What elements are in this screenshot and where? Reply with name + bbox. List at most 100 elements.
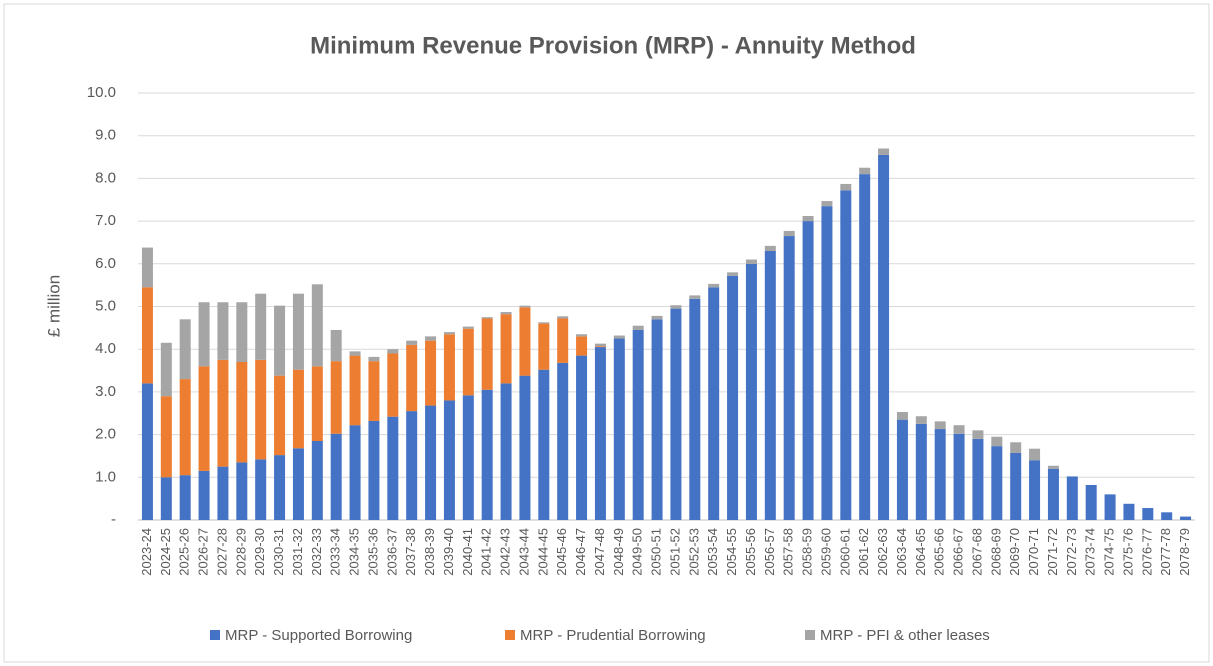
x-tick-label: 2071-72: [1045, 528, 1060, 576]
bar-segment: [878, 154, 890, 521]
bar-segment: [236, 462, 248, 520]
bar-segment: [840, 183, 852, 191]
bar-segment: [764, 245, 776, 251]
x-tick-label: 2066-67: [951, 528, 966, 576]
bar-segment: [896, 419, 908, 520]
x-tick-label: 2040-41: [460, 528, 475, 576]
bar-segment: [274, 375, 286, 456]
bar-segment: [1010, 452, 1022, 520]
bar-segment: [462, 395, 474, 520]
x-tick-label: 2067-68: [969, 528, 984, 576]
bar-segment: [198, 366, 210, 471]
x-tick-label: 2028-29: [233, 528, 248, 576]
x-tick-label: 2072-73: [1064, 528, 1079, 576]
x-tick-label: 2038-39: [422, 528, 437, 576]
bar-segment: [255, 293, 267, 360]
y-tick-label: 1.0: [95, 468, 116, 485]
bar-segment: [368, 356, 380, 362]
y-tick-label: -: [111, 511, 116, 528]
bar-segment: [387, 416, 399, 520]
x-tick-label: 2044-45: [535, 528, 550, 576]
bar-segment: [708, 283, 720, 288]
bar-segment: [274, 305, 286, 376]
bar-segment: [255, 459, 267, 520]
bar-segment: [519, 305, 531, 308]
bar-segment: [179, 475, 191, 520]
bar-segment: [953, 425, 965, 434]
x-tick-label: 2063-64: [894, 528, 909, 576]
y-axis-label: £ million: [44, 275, 63, 337]
legend-swatch: [210, 630, 220, 640]
bar-segment: [425, 336, 437, 341]
bar-segment: [519, 375, 531, 520]
bar-segment: [462, 328, 474, 396]
bar-segment: [141, 287, 153, 384]
x-tick-label: 2034-35: [347, 528, 362, 576]
bar-segment: [915, 416, 927, 424]
bar-segment: [255, 359, 267, 460]
bar-segment: [783, 230, 795, 237]
x-tick-label: 2027-28: [214, 528, 229, 576]
bar-segment: [1047, 465, 1059, 469]
bar-segment: [387, 353, 399, 417]
bar-segment: [368, 420, 380, 520]
bar-segment: [425, 340, 437, 406]
bar-segment: [217, 359, 229, 467]
bar-segment: [783, 236, 795, 521]
x-tick-label: 2036-37: [384, 528, 399, 576]
y-tick-label: 3.0: [95, 383, 116, 400]
x-tick-label: 2045-46: [554, 528, 569, 576]
bar-segment: [764, 250, 776, 521]
bar-segment: [934, 429, 946, 520]
x-tick-label: 2053-54: [705, 528, 720, 576]
bar-segment: [1085, 484, 1097, 520]
bar-segment: [292, 293, 304, 370]
bar-segment: [160, 477, 172, 520]
bar-segment: [934, 421, 946, 430]
x-tick-label: 2062-63: [875, 528, 890, 576]
x-tick-label: 2058-59: [800, 528, 815, 576]
bar-segment: [689, 298, 701, 520]
bar-segment: [217, 302, 229, 360]
bar-segment: [519, 307, 531, 376]
x-tick-label: 2026-27: [196, 528, 211, 576]
bar-segment: [481, 389, 493, 520]
bar-segment: [443, 332, 455, 335]
bar-segment: [311, 284, 323, 367]
x-tick-label: 2049-50: [630, 528, 645, 576]
bar-segment: [406, 340, 418, 345]
bar-segment: [670, 308, 682, 520]
x-tick-label: 2075-76: [1120, 528, 1135, 576]
bar-segment: [915, 423, 927, 520]
x-tick-label: 2043-44: [516, 528, 531, 576]
bar-segment: [821, 201, 833, 207]
x-tick-label: 2050-51: [649, 528, 664, 576]
x-tick-label: 2056-57: [762, 528, 777, 576]
bar-segment: [632, 325, 644, 330]
bar-segment: [613, 338, 625, 520]
bar-segment: [670, 305, 682, 309]
bar-segment: [481, 318, 493, 390]
x-tick-label: 2046-47: [573, 528, 588, 576]
x-tick-label: 2041-42: [479, 528, 494, 576]
legend-swatch: [805, 630, 815, 640]
x-tick-label: 2060-61: [837, 528, 852, 576]
y-tick-label: 8.0: [95, 169, 116, 186]
bar-segment: [1123, 503, 1135, 520]
x-tick-label: 2074-75: [1102, 528, 1117, 576]
bar-segment: [557, 362, 569, 520]
bar-segment: [387, 349, 399, 354]
x-tick-label: 2051-52: [667, 528, 682, 576]
legend-swatch: [505, 630, 515, 640]
bar-segment: [481, 317, 493, 319]
legend-label: MRP - Supported Borrowing: [225, 627, 412, 644]
y-tick-label: 4.0: [95, 340, 116, 357]
bar-segment: [160, 396, 172, 478]
x-tick-label: 2039-40: [441, 528, 456, 576]
bar-segment: [745, 263, 757, 520]
bar-segment: [292, 448, 304, 520]
bar-segment: [727, 272, 739, 276]
bar-segment: [406, 411, 418, 520]
bar-segment: [198, 470, 210, 520]
